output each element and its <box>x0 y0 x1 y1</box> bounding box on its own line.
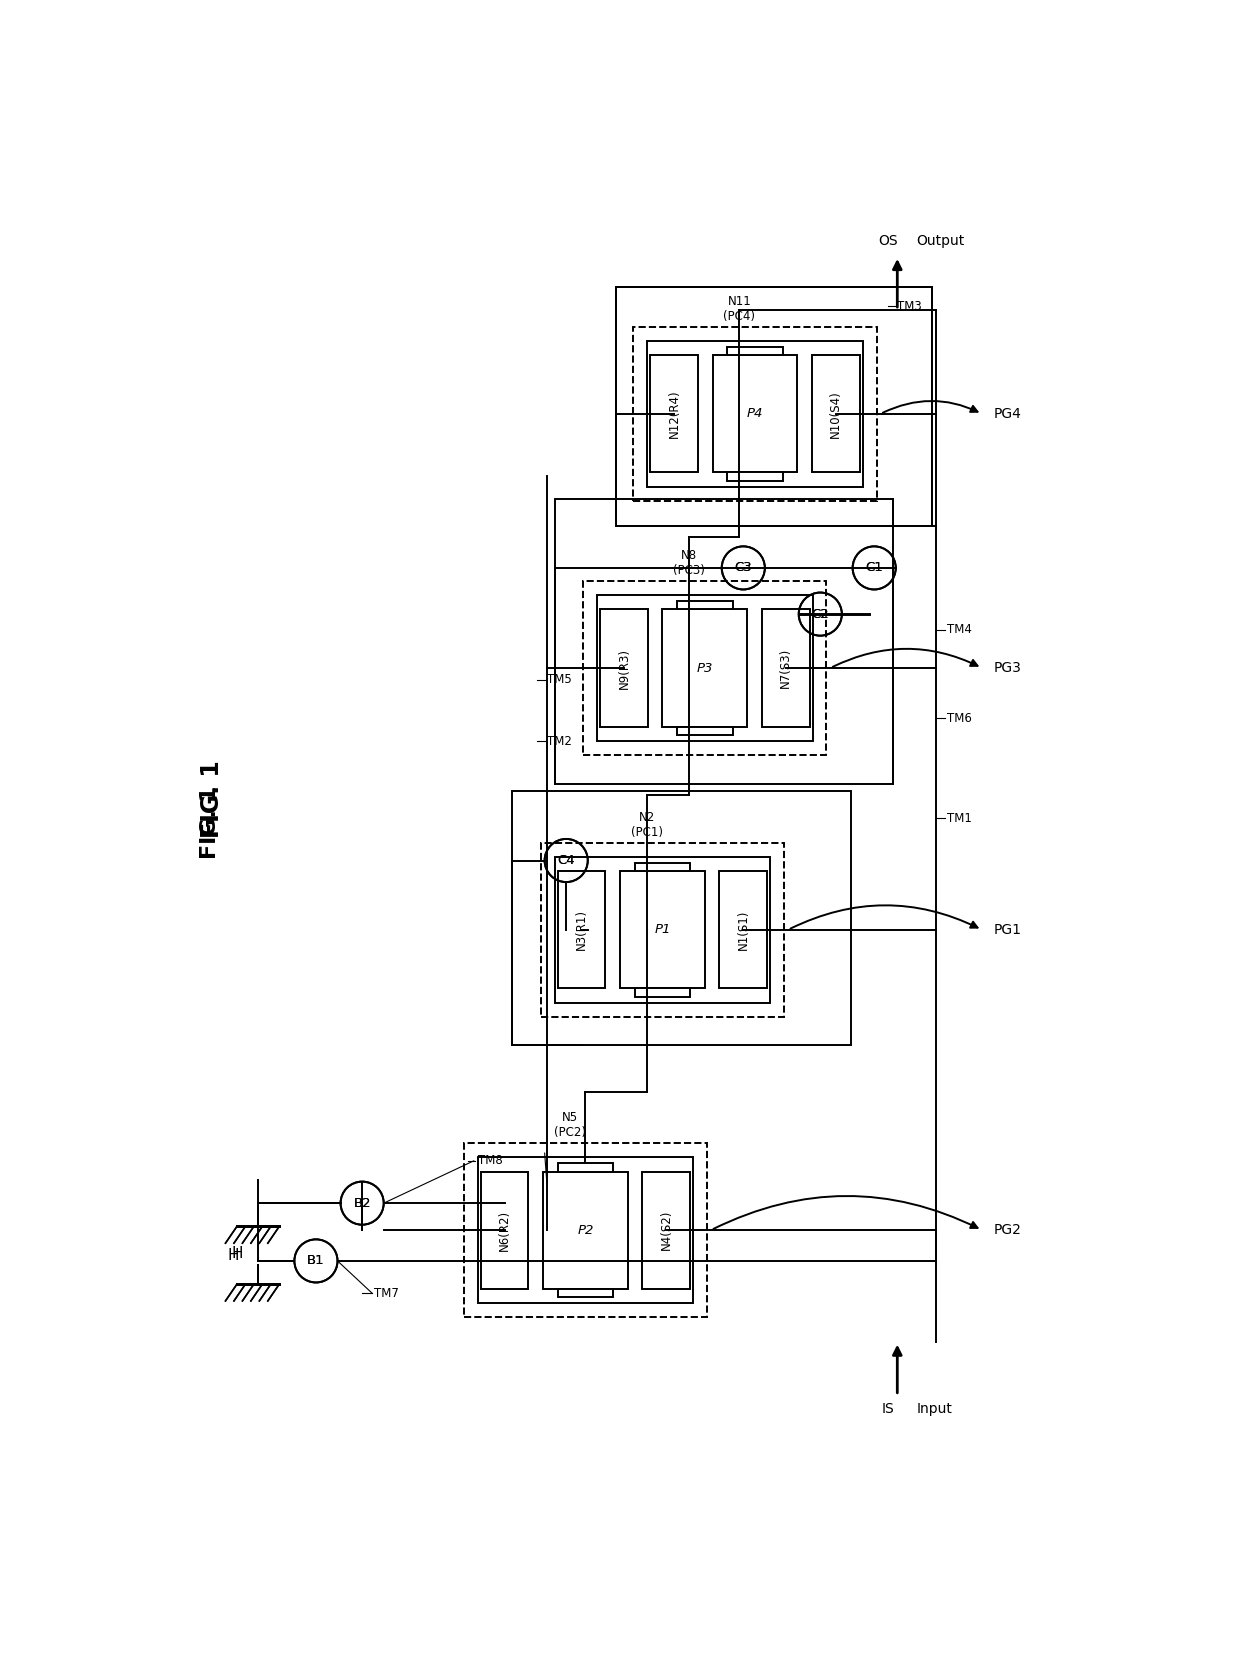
Text: N9(R3): N9(R3) <box>618 647 630 688</box>
Text: N8
(PC3): N8 (PC3) <box>673 549 706 577</box>
Text: FIG. 1: FIG. 1 <box>201 785 221 859</box>
Text: PG3: PG3 <box>993 660 1022 675</box>
Bar <box>635 863 691 871</box>
Bar <box>635 989 691 997</box>
Bar <box>650 355 698 473</box>
Text: N3(R1): N3(R1) <box>575 909 588 951</box>
Text: TM3: TM3 <box>898 300 923 312</box>
Text: TM4: TM4 <box>947 624 972 635</box>
Text: B2: B2 <box>353 1196 371 1209</box>
Bar <box>642 1171 691 1289</box>
Bar <box>713 355 797 473</box>
Text: TM1: TM1 <box>947 811 972 825</box>
Text: C4: C4 <box>558 854 575 868</box>
Text: N2
(PC1): N2 (PC1) <box>631 811 663 839</box>
Bar <box>596 596 812 742</box>
Text: TM6: TM6 <box>947 712 972 725</box>
Text: TM5: TM5 <box>547 674 572 687</box>
Bar <box>677 601 733 609</box>
Text: N4(S2): N4(S2) <box>660 1209 673 1251</box>
Bar <box>719 871 768 989</box>
Bar <box>727 347 782 355</box>
Bar <box>558 871 605 989</box>
Bar <box>512 791 851 1045</box>
Text: TM2: TM2 <box>547 735 572 748</box>
Text: N5
(PC2): N5 (PC2) <box>554 1112 587 1140</box>
Bar <box>554 499 894 783</box>
Text: PG4: PG4 <box>993 406 1022 421</box>
Text: N12(R4): N12(R4) <box>667 390 681 438</box>
Bar <box>477 1156 693 1304</box>
Bar <box>583 581 826 755</box>
Text: P1: P1 <box>655 924 671 936</box>
Bar <box>761 609 810 727</box>
Text: TM7: TM7 <box>373 1287 398 1299</box>
Text: PG2: PG2 <box>993 1223 1022 1238</box>
Text: N11
(PC4): N11 (PC4) <box>723 295 755 324</box>
Bar <box>616 287 932 526</box>
Text: B1: B1 <box>308 1254 325 1267</box>
Bar <box>558 1289 613 1297</box>
Text: N1(S1): N1(S1) <box>737 909 750 951</box>
Text: H: H <box>232 1246 243 1261</box>
Bar <box>481 1171 528 1289</box>
Text: P3: P3 <box>697 662 713 675</box>
Text: C1: C1 <box>866 561 883 574</box>
Text: C2: C2 <box>811 607 830 620</box>
Text: FIG. 1: FIG. 1 <box>201 760 224 838</box>
Text: N7(S3): N7(S3) <box>779 649 792 688</box>
Text: Input: Input <box>916 1402 952 1415</box>
Text: OS: OS <box>878 234 898 249</box>
Bar <box>600 609 647 727</box>
Bar <box>558 1163 613 1171</box>
Text: C1: C1 <box>866 561 883 574</box>
Text: C3: C3 <box>734 561 753 574</box>
Bar <box>662 609 748 727</box>
Bar <box>464 1143 707 1317</box>
Text: C4: C4 <box>558 854 575 868</box>
Bar <box>634 327 877 501</box>
Text: C3: C3 <box>734 561 753 574</box>
Text: IS: IS <box>882 1402 894 1415</box>
Bar <box>554 856 770 1004</box>
Text: C2: C2 <box>811 607 830 620</box>
Bar <box>620 871 704 989</box>
Bar <box>727 473 782 481</box>
Bar <box>677 727 733 735</box>
Text: P2: P2 <box>578 1224 594 1236</box>
Bar <box>812 355 859 473</box>
Text: B1: B1 <box>308 1254 325 1267</box>
Text: P4: P4 <box>746 408 763 420</box>
Text: B2: B2 <box>353 1196 371 1209</box>
Text: N10(S4): N10(S4) <box>830 390 842 438</box>
Text: TM8: TM8 <box>477 1155 502 1168</box>
Text: PG1: PG1 <box>993 922 1022 937</box>
Text: Output: Output <box>916 234 965 249</box>
Bar <box>541 843 784 1017</box>
Bar <box>647 340 863 488</box>
Text: N6(R2): N6(R2) <box>498 1209 511 1251</box>
Bar <box>543 1171 627 1289</box>
Text: H: H <box>227 1248 239 1262</box>
